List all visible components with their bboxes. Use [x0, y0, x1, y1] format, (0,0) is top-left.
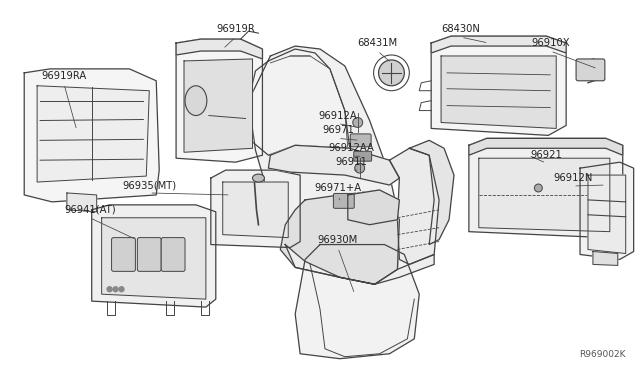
- Text: 96935(MT): 96935(MT): [122, 180, 177, 190]
- Circle shape: [355, 163, 365, 173]
- Circle shape: [107, 287, 112, 292]
- Text: 96971+A: 96971+A: [314, 183, 362, 193]
- FancyBboxPatch shape: [354, 151, 372, 161]
- Polygon shape: [593, 251, 618, 265]
- Polygon shape: [285, 244, 434, 284]
- Polygon shape: [184, 59, 253, 152]
- Polygon shape: [588, 175, 626, 253]
- Polygon shape: [37, 86, 149, 182]
- Text: 96919RA: 96919RA: [42, 71, 86, 81]
- Circle shape: [353, 118, 363, 128]
- FancyBboxPatch shape: [111, 238, 136, 271]
- Text: 68431M: 68431M: [358, 38, 397, 48]
- Polygon shape: [479, 158, 610, 232]
- FancyBboxPatch shape: [576, 59, 605, 81]
- FancyBboxPatch shape: [333, 193, 355, 208]
- FancyBboxPatch shape: [350, 134, 371, 147]
- Circle shape: [119, 287, 124, 292]
- Polygon shape: [469, 138, 623, 238]
- Polygon shape: [92, 205, 216, 307]
- Polygon shape: [223, 182, 288, 238]
- Text: 96910X: 96910X: [531, 38, 570, 48]
- Polygon shape: [390, 148, 439, 264]
- Polygon shape: [248, 49, 350, 155]
- Polygon shape: [248, 46, 399, 284]
- Polygon shape: [348, 190, 399, 225]
- Polygon shape: [441, 56, 556, 128]
- Polygon shape: [211, 170, 300, 247]
- Text: 96930M: 96930M: [317, 235, 358, 245]
- Polygon shape: [102, 218, 206, 299]
- Text: 96912A: 96912A: [319, 110, 357, 121]
- Polygon shape: [580, 162, 634, 259]
- Text: 96911: 96911: [336, 157, 368, 167]
- Polygon shape: [268, 145, 399, 185]
- Text: 68430N: 68430N: [442, 24, 481, 34]
- Polygon shape: [431, 36, 566, 53]
- Circle shape: [378, 60, 404, 86]
- Polygon shape: [176, 39, 262, 59]
- Text: 96912N: 96912N: [554, 173, 593, 183]
- Ellipse shape: [253, 174, 264, 182]
- Polygon shape: [280, 195, 399, 284]
- Text: 96921: 96921: [531, 150, 562, 160]
- Polygon shape: [295, 244, 419, 359]
- Ellipse shape: [185, 86, 207, 116]
- Polygon shape: [469, 138, 623, 155]
- Text: 96919R: 96919R: [216, 24, 255, 34]
- Text: 96971: 96971: [322, 125, 354, 135]
- Polygon shape: [24, 69, 159, 202]
- Polygon shape: [176, 39, 262, 162]
- Text: 96912AA: 96912AA: [329, 143, 374, 153]
- Polygon shape: [431, 36, 566, 135]
- FancyBboxPatch shape: [138, 238, 161, 271]
- Circle shape: [113, 287, 118, 292]
- Text: R969002K: R969002K: [579, 350, 626, 359]
- Polygon shape: [67, 193, 97, 212]
- Polygon shape: [410, 140, 454, 244]
- Text: 96941(AT): 96941(AT): [64, 205, 116, 215]
- Circle shape: [534, 184, 542, 192]
- FancyBboxPatch shape: [161, 238, 185, 271]
